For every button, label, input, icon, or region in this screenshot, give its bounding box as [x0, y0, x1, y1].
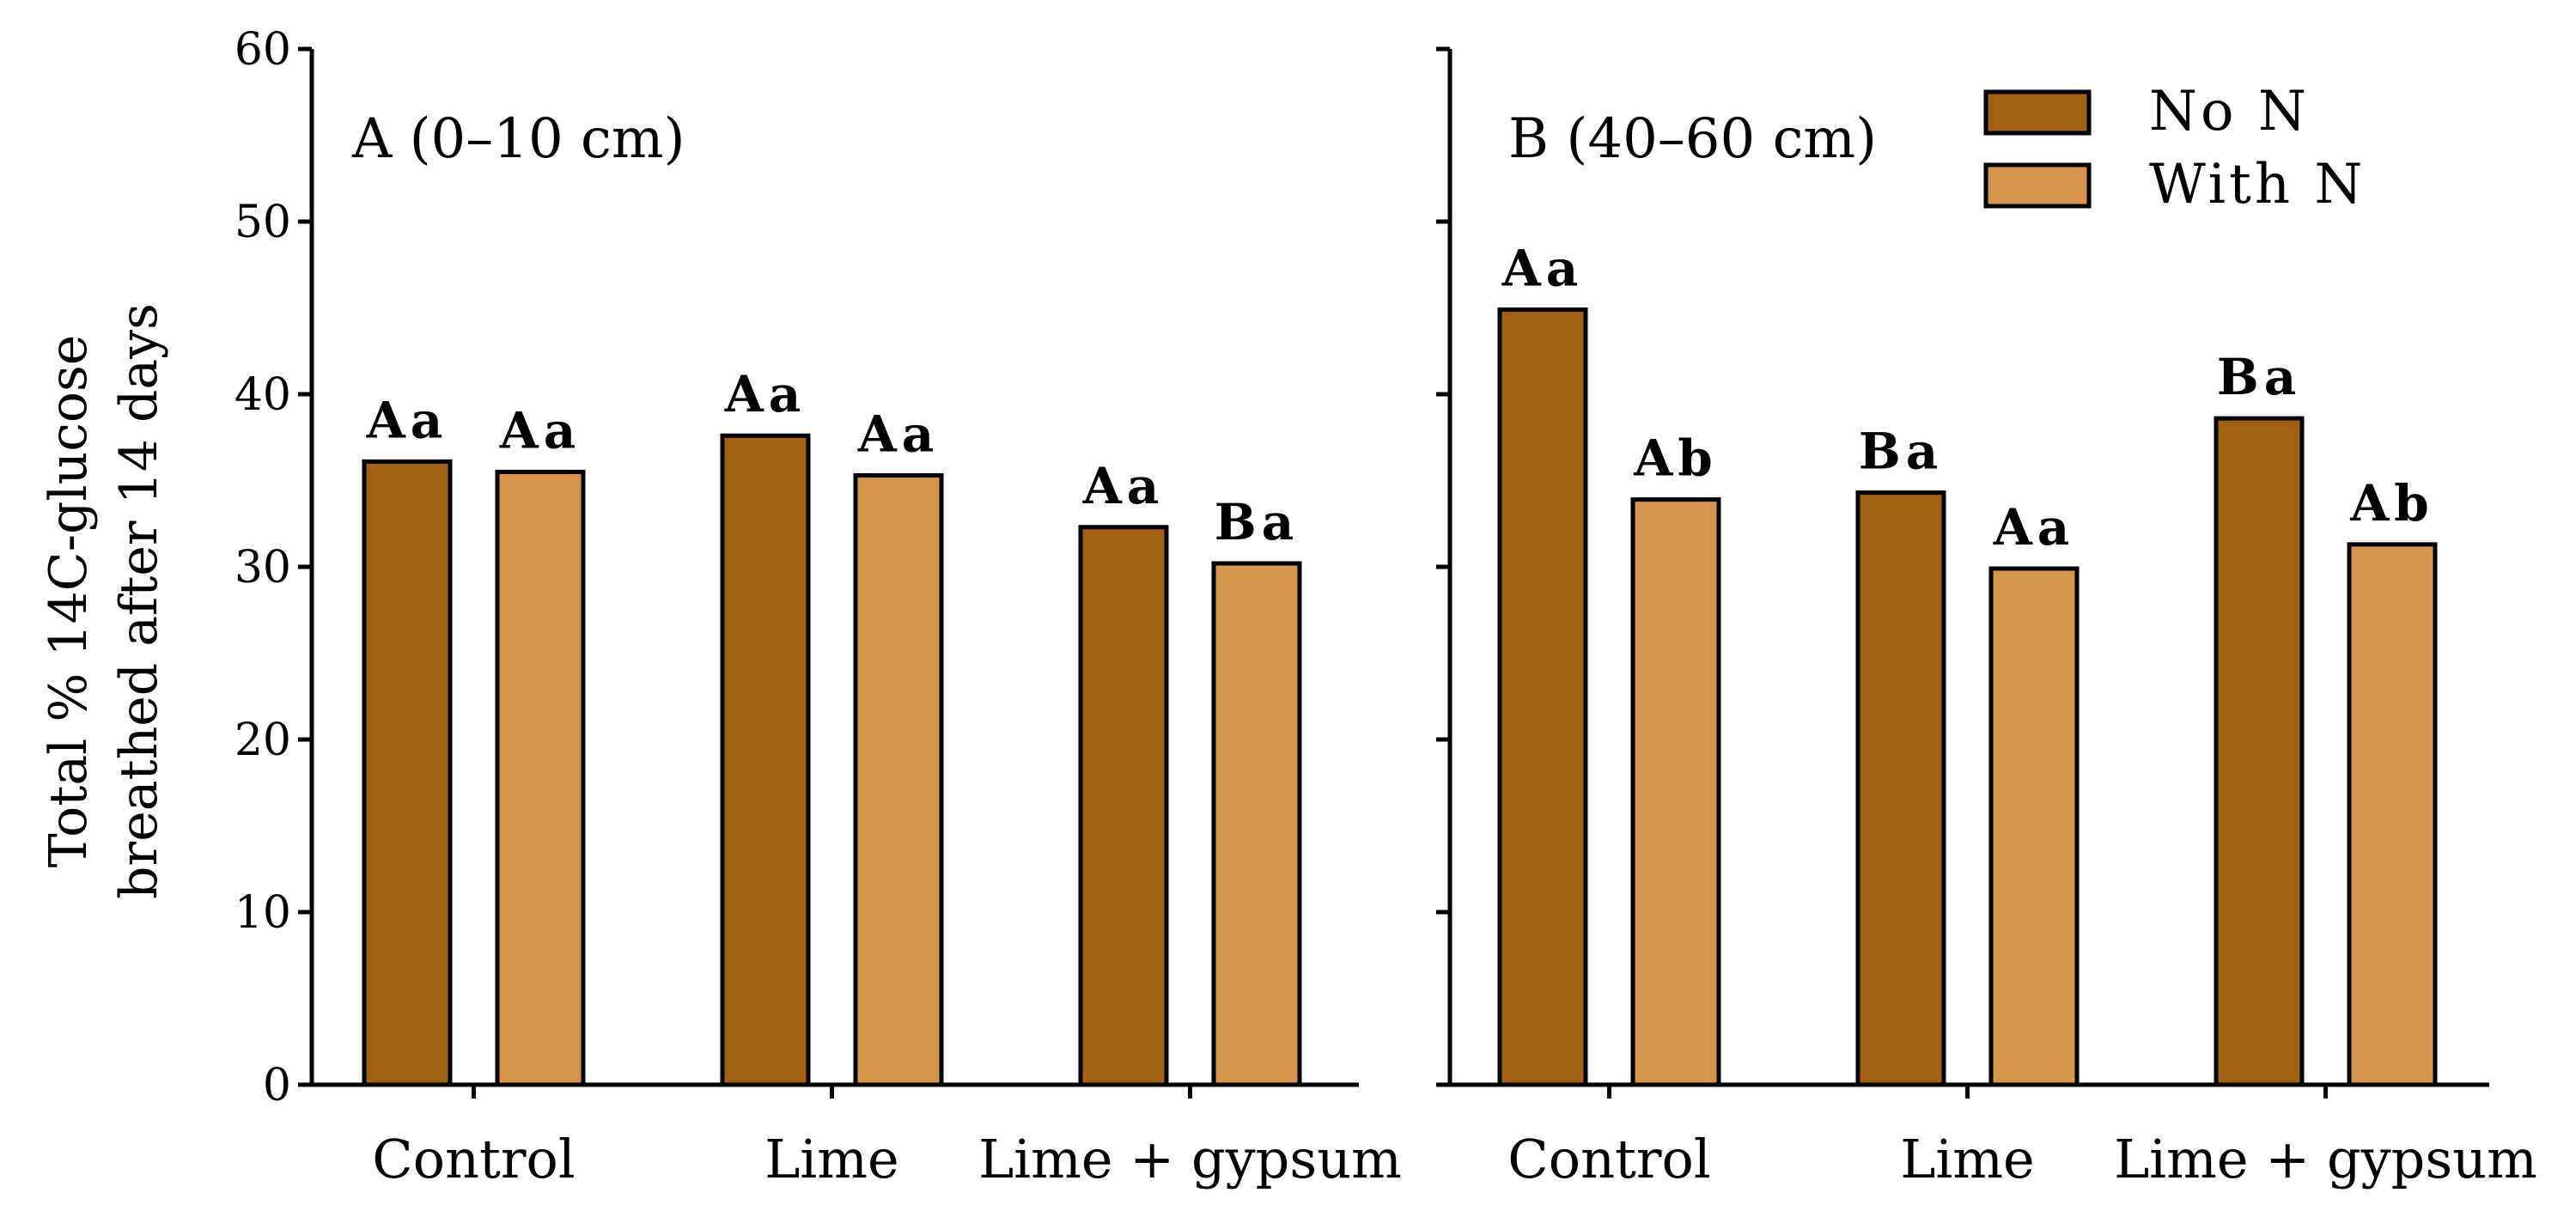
bar-no-n: [720, 433, 811, 1087]
legend-swatch: [1983, 162, 2092, 209]
bar-with-n: [1211, 561, 1302, 1087]
y-tick-label: 40: [234, 369, 291, 421]
y-tick-label: 10: [234, 887, 291, 939]
category-label: Lime: [764, 1128, 898, 1190]
y-tick-label: 0: [263, 1060, 291, 1111]
bar-no-n: [2214, 416, 2305, 1087]
bar-no-n: [1497, 307, 1588, 1087]
bar-no-n: [362, 459, 453, 1087]
significance-label: Aa: [1501, 240, 1584, 298]
significance-label: Ba: [1859, 423, 1944, 481]
bar-with-n: [2347, 542, 2438, 1087]
bar-with-n: [853, 472, 944, 1087]
panel-label: B (40–60 cm): [1508, 107, 1877, 171]
bar-with-n: [495, 469, 586, 1087]
significance-label: Ab: [2349, 474, 2434, 532]
significance-label: Ba: [1215, 493, 1300, 551]
significance-label: Aa: [366, 391, 448, 449]
y-tick-label: 60: [234, 24, 291, 76]
y-axis-title-line2: breathed after 14 days: [109, 303, 169, 899]
category-label: Control: [1507, 1128, 1710, 1190]
significance-label: Ab: [1633, 429, 1718, 488]
y-tick-label: 50: [234, 197, 291, 248]
y-tick-label: 30: [234, 542, 291, 593]
category-label: Control: [372, 1128, 575, 1190]
significance-label: Aa: [1082, 457, 1165, 515]
legend-label: No N: [2149, 80, 2310, 143]
bar-with-n: [1630, 497, 1721, 1087]
significance-label: Aa: [724, 365, 807, 423]
bar-with-n: [1988, 566, 2080, 1087]
significance-label: Aa: [857, 405, 940, 463]
significance-label: Aa: [1993, 498, 2075, 557]
bar-no-n: [1855, 490, 1946, 1087]
category-label: Lime + gypsum: [978, 1128, 1402, 1190]
legend-label: With N: [2149, 153, 2366, 216]
panel-label: A (0–10 cm): [351, 107, 685, 171]
legend-swatch: [1983, 89, 2092, 136]
category-label: Lime + gypsum: [2114, 1128, 2537, 1190]
y-axis-title-line1: Total % 14C-glucose: [39, 335, 99, 868]
category-label: Lime: [1900, 1128, 2034, 1190]
bar-no-n: [1078, 525, 1169, 1087]
significance-label: Aa: [499, 401, 582, 459]
significance-label: Ba: [2217, 348, 2302, 406]
y-tick-label: 20: [234, 715, 291, 766]
